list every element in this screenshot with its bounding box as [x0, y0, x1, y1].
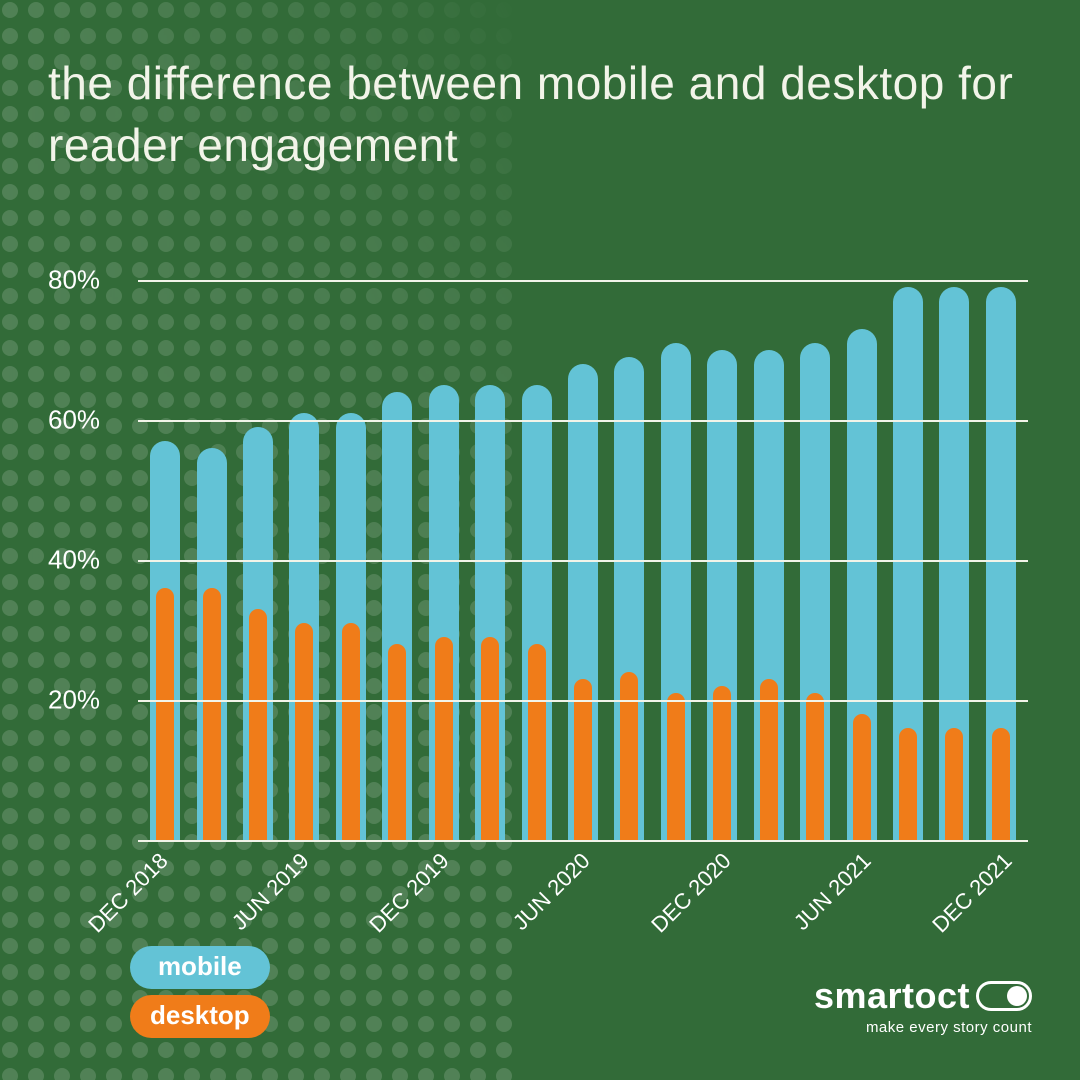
legend-item-desktop: desktop — [130, 995, 270, 1038]
y-axis-label: 40% — [48, 545, 128, 576]
gridline — [138, 700, 1028, 702]
infographic-canvas: the difference between mobile and deskto… — [0, 0, 1080, 1080]
bar-desktop — [806, 693, 824, 840]
y-axis-label: 80% — [48, 265, 128, 296]
x-axis-label: DEC 2021 — [927, 848, 1017, 938]
legend-item-mobile: mobile — [130, 946, 270, 989]
bar-desktop — [342, 623, 360, 840]
y-axis-label: 60% — [48, 405, 128, 436]
chart-area: DEC 2018JUN 2019DEC 2019JUN 2020DEC 2020… — [48, 280, 1028, 840]
bar-desktop — [481, 637, 499, 840]
bar-desktop — [156, 588, 174, 840]
y-axis-label: 20% — [48, 685, 128, 716]
gridline — [138, 560, 1028, 562]
chart-title: the difference between mobile and deskto… — [48, 52, 1020, 176]
x-axis-labels: DEC 2018JUN 2019DEC 2019JUN 2020DEC 2020… — [138, 848, 1028, 988]
bar-desktop — [574, 679, 592, 840]
bar-desktop — [667, 693, 685, 840]
x-axis-label: JUN 2019 — [227, 848, 315, 936]
bar-desktop — [992, 728, 1010, 840]
x-axis-label: JUN 2020 — [508, 848, 596, 936]
x-axis-label: DEC 2019 — [365, 848, 455, 938]
bar-desktop — [760, 679, 778, 840]
gridline — [138, 280, 1028, 282]
x-axis-label: DEC 2020 — [646, 848, 736, 938]
x-axis-label: DEC 2018 — [84, 848, 174, 938]
brand-tagline: make every story count — [814, 1019, 1032, 1036]
toggle-icon — [976, 981, 1032, 1011]
bar-desktop — [388, 644, 406, 840]
bar-desktop — [620, 672, 638, 840]
bar-desktop — [899, 728, 917, 840]
bar-desktop — [713, 686, 731, 840]
bar-desktop — [435, 637, 453, 840]
x-axis-label: JUN 2021 — [789, 848, 877, 936]
brand-name: smartoct — [814, 975, 970, 1017]
bar-desktop — [295, 623, 313, 840]
baseline — [138, 840, 1028, 842]
bar-desktop — [853, 714, 871, 840]
gridline — [138, 420, 1028, 422]
brand-logo: smartoct make every story count — [814, 975, 1032, 1036]
bar-desktop — [528, 644, 546, 840]
bar-desktop — [249, 609, 267, 840]
legend: mobile desktop — [130, 946, 270, 1038]
bar-desktop — [203, 588, 221, 840]
bar-desktop — [945, 728, 963, 840]
